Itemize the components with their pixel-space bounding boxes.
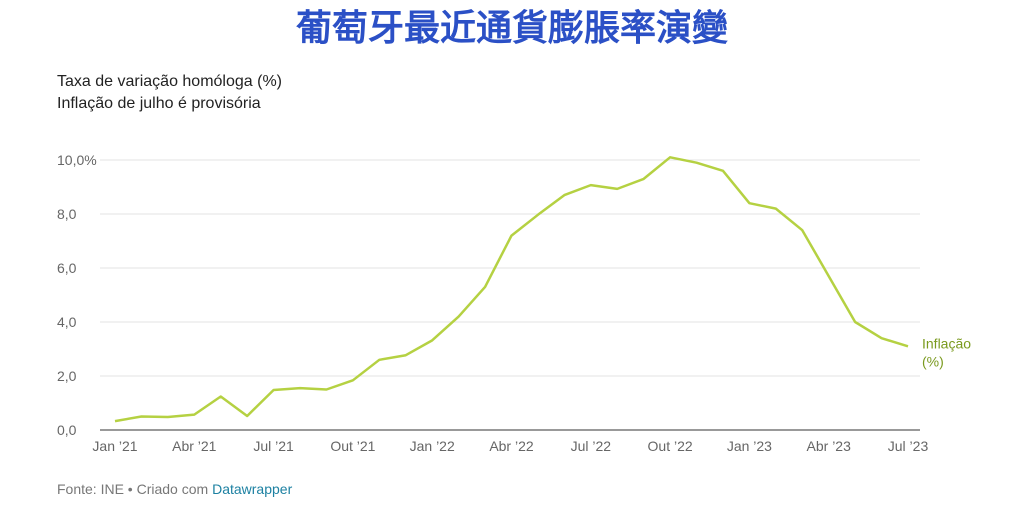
- y-tick-label: 8,0: [57, 206, 77, 222]
- source: Fonte: INE • Criado com Datawrapper: [57, 481, 293, 497]
- x-tick-label: Jul ’23: [888, 438, 929, 454]
- x-tick-label: Jan ’21: [92, 438, 137, 454]
- series-label-text: Inflação (%): [922, 335, 971, 369]
- subtitle: Taxa de variação homóloga (%): [57, 73, 282, 90]
- line: [114, 156, 909, 423]
- x-tick-label: Abr ’22: [489, 438, 534, 454]
- x-tick-label: Out ’22: [648, 438, 693, 454]
- x-tick-label: Abr ’23: [807, 438, 852, 454]
- x-tick-label: Abr ’21: [172, 438, 217, 454]
- chart-title: 葡萄牙最近通貨膨脹率演變: [296, 7, 728, 48]
- x-tick-label: Out ’21: [330, 438, 375, 454]
- y-tick-label: 6,0: [57, 260, 77, 276]
- x-tick-label: Jan ’23: [727, 438, 772, 454]
- series-label-line: Inflação: [922, 335, 971, 351]
- source-text: Fonte: INE • Criado com: [57, 481, 208, 497]
- source-link[interactable]: Datawrapper: [212, 481, 292, 497]
- y-tick-label: 4,0: [57, 314, 77, 330]
- x-tick-label: Jan ’22: [410, 438, 455, 454]
- series-label-line: (%): [922, 353, 944, 369]
- y-tick-label: 2,0: [57, 368, 77, 384]
- series-label: Inflação (%): [922, 335, 971, 369]
- x-tick-label: Jul ’22: [571, 438, 612, 454]
- y-tick-label: 0,0: [57, 422, 77, 438]
- x-tick-label: Jul ’21: [253, 438, 294, 454]
- subtitle: Inflação de julho é provisória: [57, 95, 261, 112]
- y-tick-label: 10,0%: [57, 152, 97, 168]
